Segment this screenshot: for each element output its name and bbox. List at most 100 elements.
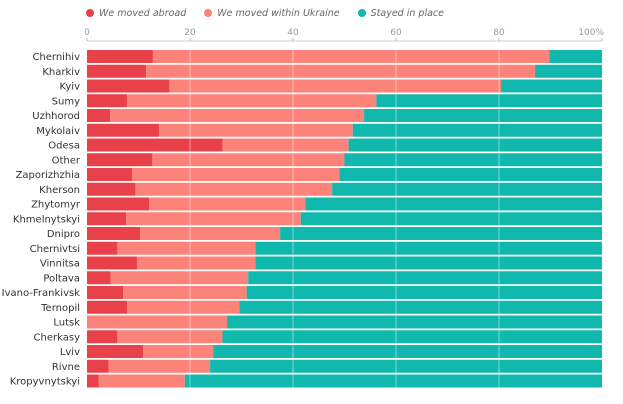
bar-segment-stayed xyxy=(501,79,602,93)
category-label: Kherson xyxy=(39,185,80,196)
category-label: Kropyvnytskyi xyxy=(10,377,80,388)
bar-segment-abroad xyxy=(87,359,109,373)
bar-segment-abroad xyxy=(87,227,141,240)
bar-segment-within xyxy=(169,79,502,93)
category-label: Lutsk xyxy=(53,318,80,329)
bar-segment-stayed xyxy=(246,286,602,299)
bar-segment-within xyxy=(117,241,256,255)
bar-segment-within xyxy=(108,359,211,373)
bar-segment-stayed xyxy=(344,153,602,167)
category-label: Uzhhorod xyxy=(32,111,80,122)
category-label: Chernivtsi xyxy=(30,244,80,255)
bar-segment-abroad xyxy=(87,94,128,108)
bar-segment-stayed xyxy=(255,241,602,255)
category-label: Cherkasy xyxy=(34,332,81,343)
bar-segment-stayed xyxy=(352,123,602,137)
bar-segment-stayed xyxy=(227,315,602,329)
x-tick-label: 60 xyxy=(390,28,402,38)
category-label: Chernihiv xyxy=(32,52,80,63)
bar-segment-stayed xyxy=(239,300,602,314)
bar-segment-abroad xyxy=(87,50,153,63)
category-label: Kyiv xyxy=(60,82,81,93)
category-label: Sumy xyxy=(52,96,80,107)
bar-segment-within xyxy=(135,182,333,196)
bar-segment-within xyxy=(146,64,536,78)
legend-dot-icon xyxy=(204,9,213,17)
bar-segment-stayed xyxy=(549,50,602,63)
bar-segment-stayed xyxy=(222,330,602,344)
bar-segment-within xyxy=(152,153,345,167)
x-tick-label: 20 xyxy=(184,28,196,38)
legend-item: We moved abroad xyxy=(86,8,186,19)
bar-segment-stayed xyxy=(255,256,602,270)
bar-segment-abroad xyxy=(87,212,127,226)
bar-segment-abroad xyxy=(87,153,153,167)
legend-label: We moved abroad xyxy=(99,7,187,19)
category-label: Ternopil xyxy=(40,303,80,314)
bar-segment-abroad xyxy=(87,109,111,122)
bar-segment-within xyxy=(126,212,301,226)
bar-segment-abroad xyxy=(87,271,111,285)
legend: We moved abroad We moved within Ukraine St… xyxy=(86,5,462,21)
legend-label: We moved within Ukraine xyxy=(217,7,340,19)
bar-segment-abroad xyxy=(87,330,118,344)
bar-segment-within xyxy=(136,256,256,270)
bar-segment-within xyxy=(123,286,247,299)
bar-segment-abroad xyxy=(87,256,137,270)
bar-segment-abroad xyxy=(87,241,118,255)
bar-segment-abroad xyxy=(87,138,223,152)
bar-segment-abroad xyxy=(87,123,160,137)
category-label: Zhytomyr xyxy=(31,200,81,211)
bar-segment-within xyxy=(140,227,281,240)
bar-segment-within xyxy=(159,123,353,137)
legend-dot-icon xyxy=(357,9,366,17)
bar-segment-stayed xyxy=(213,345,603,358)
bar-segment-abroad xyxy=(87,168,133,181)
category-label: Odesa xyxy=(48,141,80,152)
bar-segment-within xyxy=(98,374,185,388)
x-tick-label: 80 xyxy=(493,28,505,38)
bar-segment-within xyxy=(110,109,365,122)
x-tick-label: 100% xyxy=(578,28,604,38)
bar-segment-within xyxy=(149,197,306,211)
bar-segment-stayed xyxy=(364,109,602,122)
bar-segment-stayed xyxy=(300,212,602,226)
bar-segment-stayed xyxy=(332,182,602,196)
bar-segment-abroad xyxy=(87,197,150,211)
category-label: Lviv xyxy=(60,347,80,358)
bar-segment-abroad xyxy=(87,345,144,358)
bar-segment-within xyxy=(127,300,240,314)
bar-segment-within xyxy=(127,94,377,108)
bar-segment-abroad xyxy=(87,182,136,196)
legend-item: We moved within Ukraine xyxy=(204,7,340,19)
bar-segment-stayed xyxy=(184,374,602,388)
bar-segment-stayed xyxy=(248,271,602,285)
bar-segment-stayed xyxy=(348,138,602,152)
bar-segment-stayed xyxy=(210,359,602,373)
bar-segment-abroad xyxy=(87,374,99,388)
bar-segment-within xyxy=(132,168,340,181)
bar-segment-within xyxy=(87,315,228,329)
legend-label: Stayed in place xyxy=(370,7,444,19)
category-label: Mykolaiv xyxy=(36,126,80,137)
bar-segment-within xyxy=(222,138,349,152)
category-label: Zaporizhzhia xyxy=(16,170,80,181)
category-label: Rivne xyxy=(52,362,80,373)
legend-item: Stayed in place xyxy=(357,7,444,19)
category-label: Khmelnytskyi xyxy=(13,214,80,225)
category-label: Kharkiv xyxy=(42,67,80,78)
bar-segment-abroad xyxy=(87,79,170,93)
x-tick-label: 0 xyxy=(84,28,90,38)
bar-segment-within xyxy=(143,345,214,358)
bar-segment-stayed xyxy=(280,227,602,240)
bar-segment-abroad xyxy=(87,64,147,78)
bar-segment-stayed xyxy=(535,64,602,78)
bar-segment-stayed xyxy=(305,197,602,211)
category-label: Vinnitsa xyxy=(40,259,80,270)
bar-segment-stayed xyxy=(376,94,602,108)
category-label: Poltava xyxy=(43,273,80,284)
bar-segment-within xyxy=(117,330,223,344)
category-label: Other xyxy=(52,155,81,166)
legend-dot-icon xyxy=(86,9,94,17)
